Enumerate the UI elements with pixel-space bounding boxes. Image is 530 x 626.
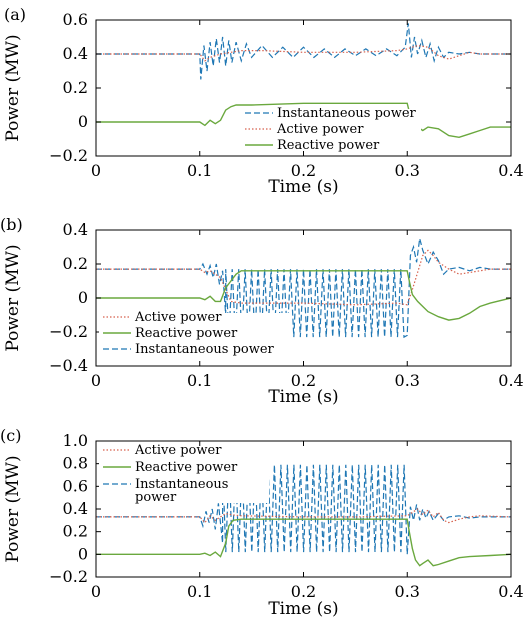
panel-label: (a): [4, 5, 26, 24]
x-tick-label: 0: [91, 371, 101, 390]
legend-entry: Reactive power: [277, 138, 380, 153]
y-tick-label: 0: [78, 112, 88, 131]
x-tick-label: 0.1: [187, 161, 212, 180]
series-lines: [96, 238, 511, 339]
x-tick-label: 0.3: [395, 161, 420, 180]
legend-background: [99, 446, 269, 503]
x-tick-label: 0.3: [395, 371, 420, 390]
x-tick-label: 0.2: [291, 582, 316, 601]
legend-entry: Instantaneous: [135, 477, 228, 492]
series-reactive: [96, 102, 511, 139]
series-lines: [96, 23, 511, 139]
series-active: [96, 508, 511, 524]
y-tick-label: −0.2: [49, 146, 88, 165]
legend-entry: Instantaneous power: [135, 342, 275, 357]
x-axis-label: Time (s): [268, 177, 338, 197]
y-tick-label: 0.4: [63, 220, 88, 239]
legend-entry: Reactive power: [135, 326, 238, 341]
y-tick-label: 0.2: [63, 254, 88, 273]
series-instantaneous: [96, 23, 511, 80]
y-tick-label: 0.2: [63, 522, 88, 541]
x-tick-label: 0.4: [498, 161, 523, 180]
y-tick-label: 0: [78, 544, 88, 563]
x-axis-label: Time (s): [268, 387, 338, 407]
y-tick-label: −0.4: [49, 356, 88, 375]
y-axis-label: Power (MW): [3, 455, 23, 562]
legend-entry: power: [135, 490, 177, 505]
panel-label: (c): [0, 426, 21, 445]
series-active: [96, 44, 511, 62]
y-axis-label: Power (MW): [3, 244, 23, 351]
x-tick-label: 0: [91, 582, 101, 601]
legend: Active power Reactive power Instantaneousp…: [99, 443, 269, 505]
chart-panel-2: 0 0.1 0.2 0.3 0.4 −0.4 −0.2 0 0.2 0.4 Time (s) Powe…: [0, 215, 524, 407]
y-tick-label: 0.6: [63, 10, 88, 29]
legend-entry: Reactive power: [135, 460, 238, 475]
y-tick-label: 0.2: [63, 78, 88, 97]
series-reactive: [96, 518, 511, 567]
panel-label: (b): [0, 215, 23, 234]
x-tick-label: 0.4: [498, 582, 523, 601]
y-tick-label: 0: [78, 288, 88, 307]
x-tick-label: 0: [91, 161, 101, 180]
legend-entry: Active power: [276, 122, 364, 137]
y-tick-label: 0.4: [63, 499, 88, 518]
x-tick-label: 0.3: [395, 582, 420, 601]
x-tick-label: 0.2: [291, 161, 316, 180]
series-reactive: [96, 270, 511, 321]
y-tick-label: 0.8: [63, 454, 88, 473]
x-axis-label: Time (s): [268, 599, 338, 619]
series-active: [96, 249, 511, 306]
series-lines: [96, 464, 511, 567]
legend-entry: Instantaneous power: [277, 106, 417, 121]
x-tick-label: 0.2: [291, 371, 316, 390]
y-tick-label: −0.2: [49, 567, 88, 586]
y-tick-label: 0.6: [63, 476, 88, 495]
y-tick-label: −0.2: [49, 322, 88, 341]
legend-entry: Active power: [134, 443, 222, 458]
x-tick-label: 0.4: [498, 371, 523, 390]
legend-background: [99, 313, 289, 355]
x-tick-label: 0.1: [187, 582, 212, 601]
legend-entry: Active power: [134, 310, 222, 325]
y-tick-label: 1.0: [63, 431, 88, 450]
y-tick-label: 0.4: [63, 44, 88, 63]
series-instantaneous: [96, 238, 511, 339]
series-instantaneous: [96, 464, 511, 555]
y-axis-label: Power (MW): [3, 34, 23, 141]
x-tick-label: 0.1: [187, 371, 212, 390]
legend-background: [241, 109, 421, 151]
